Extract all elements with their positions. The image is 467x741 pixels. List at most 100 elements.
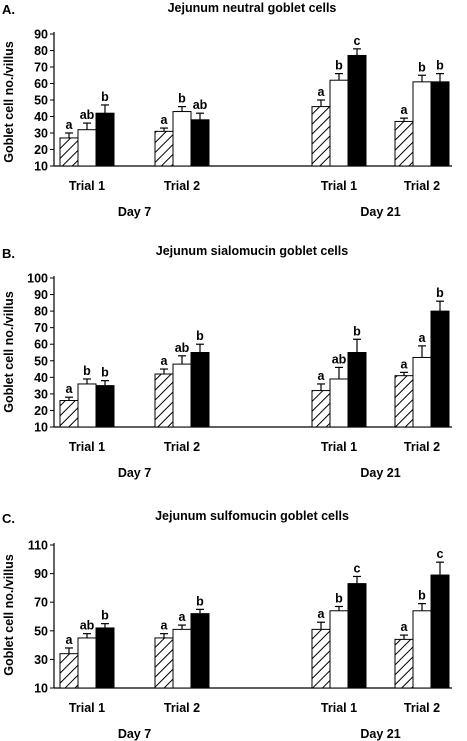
significance-label: b xyxy=(335,59,343,73)
significance-label: b xyxy=(101,609,109,623)
bar xyxy=(77,129,97,167)
bar xyxy=(95,112,115,167)
chart-title: Jejunum sialomucin goblet cells xyxy=(156,244,348,258)
bar xyxy=(430,81,450,167)
bar xyxy=(154,130,174,167)
y-tick-label: 90 xyxy=(34,567,48,581)
bar xyxy=(154,373,174,428)
panel-label: B. xyxy=(2,246,15,261)
y-tick-label: 80 xyxy=(34,44,48,58)
bar xyxy=(412,356,432,428)
significance-label: b xyxy=(196,594,204,608)
significance-label: b xyxy=(353,324,361,338)
bar xyxy=(154,637,174,689)
significance-label: a xyxy=(419,331,427,345)
significance-label: b xyxy=(196,329,204,343)
bar xyxy=(95,385,115,428)
significance-label: b xyxy=(335,591,343,605)
bar xyxy=(59,653,79,689)
bar xyxy=(347,352,367,428)
significance-label: c xyxy=(354,34,361,48)
bar xyxy=(430,310,450,428)
significance-label: a xyxy=(401,103,409,117)
x-group-label: Day 7 xyxy=(118,205,151,219)
significance-label: b xyxy=(436,286,444,300)
bar xyxy=(329,378,349,428)
x-group-label: Day 21 xyxy=(360,205,400,219)
y-tick-label: 60 xyxy=(34,77,48,91)
y-tick-label: 50 xyxy=(34,354,48,368)
y-tick-label: 20 xyxy=(34,404,48,418)
x-group-label: Day 21 xyxy=(360,727,400,741)
significance-label: ab xyxy=(80,619,95,633)
bar xyxy=(95,627,115,689)
significance-label: a xyxy=(318,607,326,621)
bar xyxy=(59,137,79,167)
y-tick-label: 70 xyxy=(34,61,48,75)
bar xyxy=(77,383,97,428)
x-category-label: Trial 2 xyxy=(164,440,200,454)
y-tick-label: 10 xyxy=(34,421,48,435)
significance-label: b xyxy=(101,366,109,380)
bar xyxy=(172,363,192,428)
y-tick-label: 50 xyxy=(34,94,48,108)
bar xyxy=(172,628,192,689)
x-group-label: Day 21 xyxy=(360,466,400,480)
y-axis-label: Goblet cell no./villus xyxy=(2,41,16,163)
bar xyxy=(77,637,97,689)
x-category-label: Trial 2 xyxy=(404,701,440,715)
significance-label: a xyxy=(401,620,409,634)
y-tick-label: 90 xyxy=(34,288,48,302)
chart-panel-b: B. Jejunum sialomucin goblet cells Goble… xyxy=(2,244,452,480)
significance-label: a xyxy=(179,610,187,624)
bar xyxy=(190,613,210,689)
significance-label: a xyxy=(161,354,169,368)
y-tick-label: 40 xyxy=(34,110,48,124)
bar xyxy=(394,120,414,167)
bar xyxy=(430,574,450,689)
significance-label: a xyxy=(66,118,74,132)
significance-label: a xyxy=(318,369,326,383)
chart-panel-c: C. Jejunum sulfomucin goblet cells Goble… xyxy=(2,509,452,741)
significance-label: ab xyxy=(175,341,190,355)
bar xyxy=(394,638,414,689)
bar xyxy=(412,81,432,167)
significance-label: a xyxy=(161,113,169,127)
bar xyxy=(347,583,367,689)
chart-title: Jejunum sulfomucin goblet cells xyxy=(155,509,349,523)
significance-label: c xyxy=(354,561,361,575)
x-category-label: Trial 1 xyxy=(321,440,357,454)
bar xyxy=(311,628,331,689)
y-tick-label: 30 xyxy=(34,653,48,667)
significance-label: b xyxy=(101,90,109,104)
significance-label: a xyxy=(401,357,409,371)
y-axis-label: Goblet cell no./villus xyxy=(2,554,16,676)
bar xyxy=(311,106,331,167)
significance-label: ab xyxy=(80,108,95,122)
chart-panel-a: A. Jejunum neutral goblet cells Goblet c… xyxy=(2,1,452,219)
y-tick-label: 70 xyxy=(34,596,48,610)
significance-label: b xyxy=(418,589,426,603)
x-group-label: Day 7 xyxy=(118,466,151,480)
x-category-label: Trial 2 xyxy=(164,701,200,715)
bar xyxy=(329,79,349,167)
significance-label: a xyxy=(318,85,326,99)
y-tick-label: 30 xyxy=(34,127,48,141)
y-tick-label: 70 xyxy=(34,321,48,335)
significance-label: a xyxy=(161,619,169,633)
y-tick-label: 40 xyxy=(34,371,48,385)
bar xyxy=(329,610,349,689)
x-category-label: Trial 2 xyxy=(404,179,440,193)
y-tick-label: 90 xyxy=(34,28,48,42)
bar xyxy=(311,390,331,428)
y-tick-label: 10 xyxy=(34,160,48,174)
significance-label: a xyxy=(66,633,74,647)
bar xyxy=(59,400,79,428)
panel-label: C. xyxy=(2,511,15,526)
significance-label: b xyxy=(418,60,426,74)
chart-title: Jejunum neutral goblet cells xyxy=(168,1,337,15)
bar xyxy=(394,375,414,428)
bar xyxy=(347,54,367,167)
y-tick-label: 20 xyxy=(34,143,48,157)
